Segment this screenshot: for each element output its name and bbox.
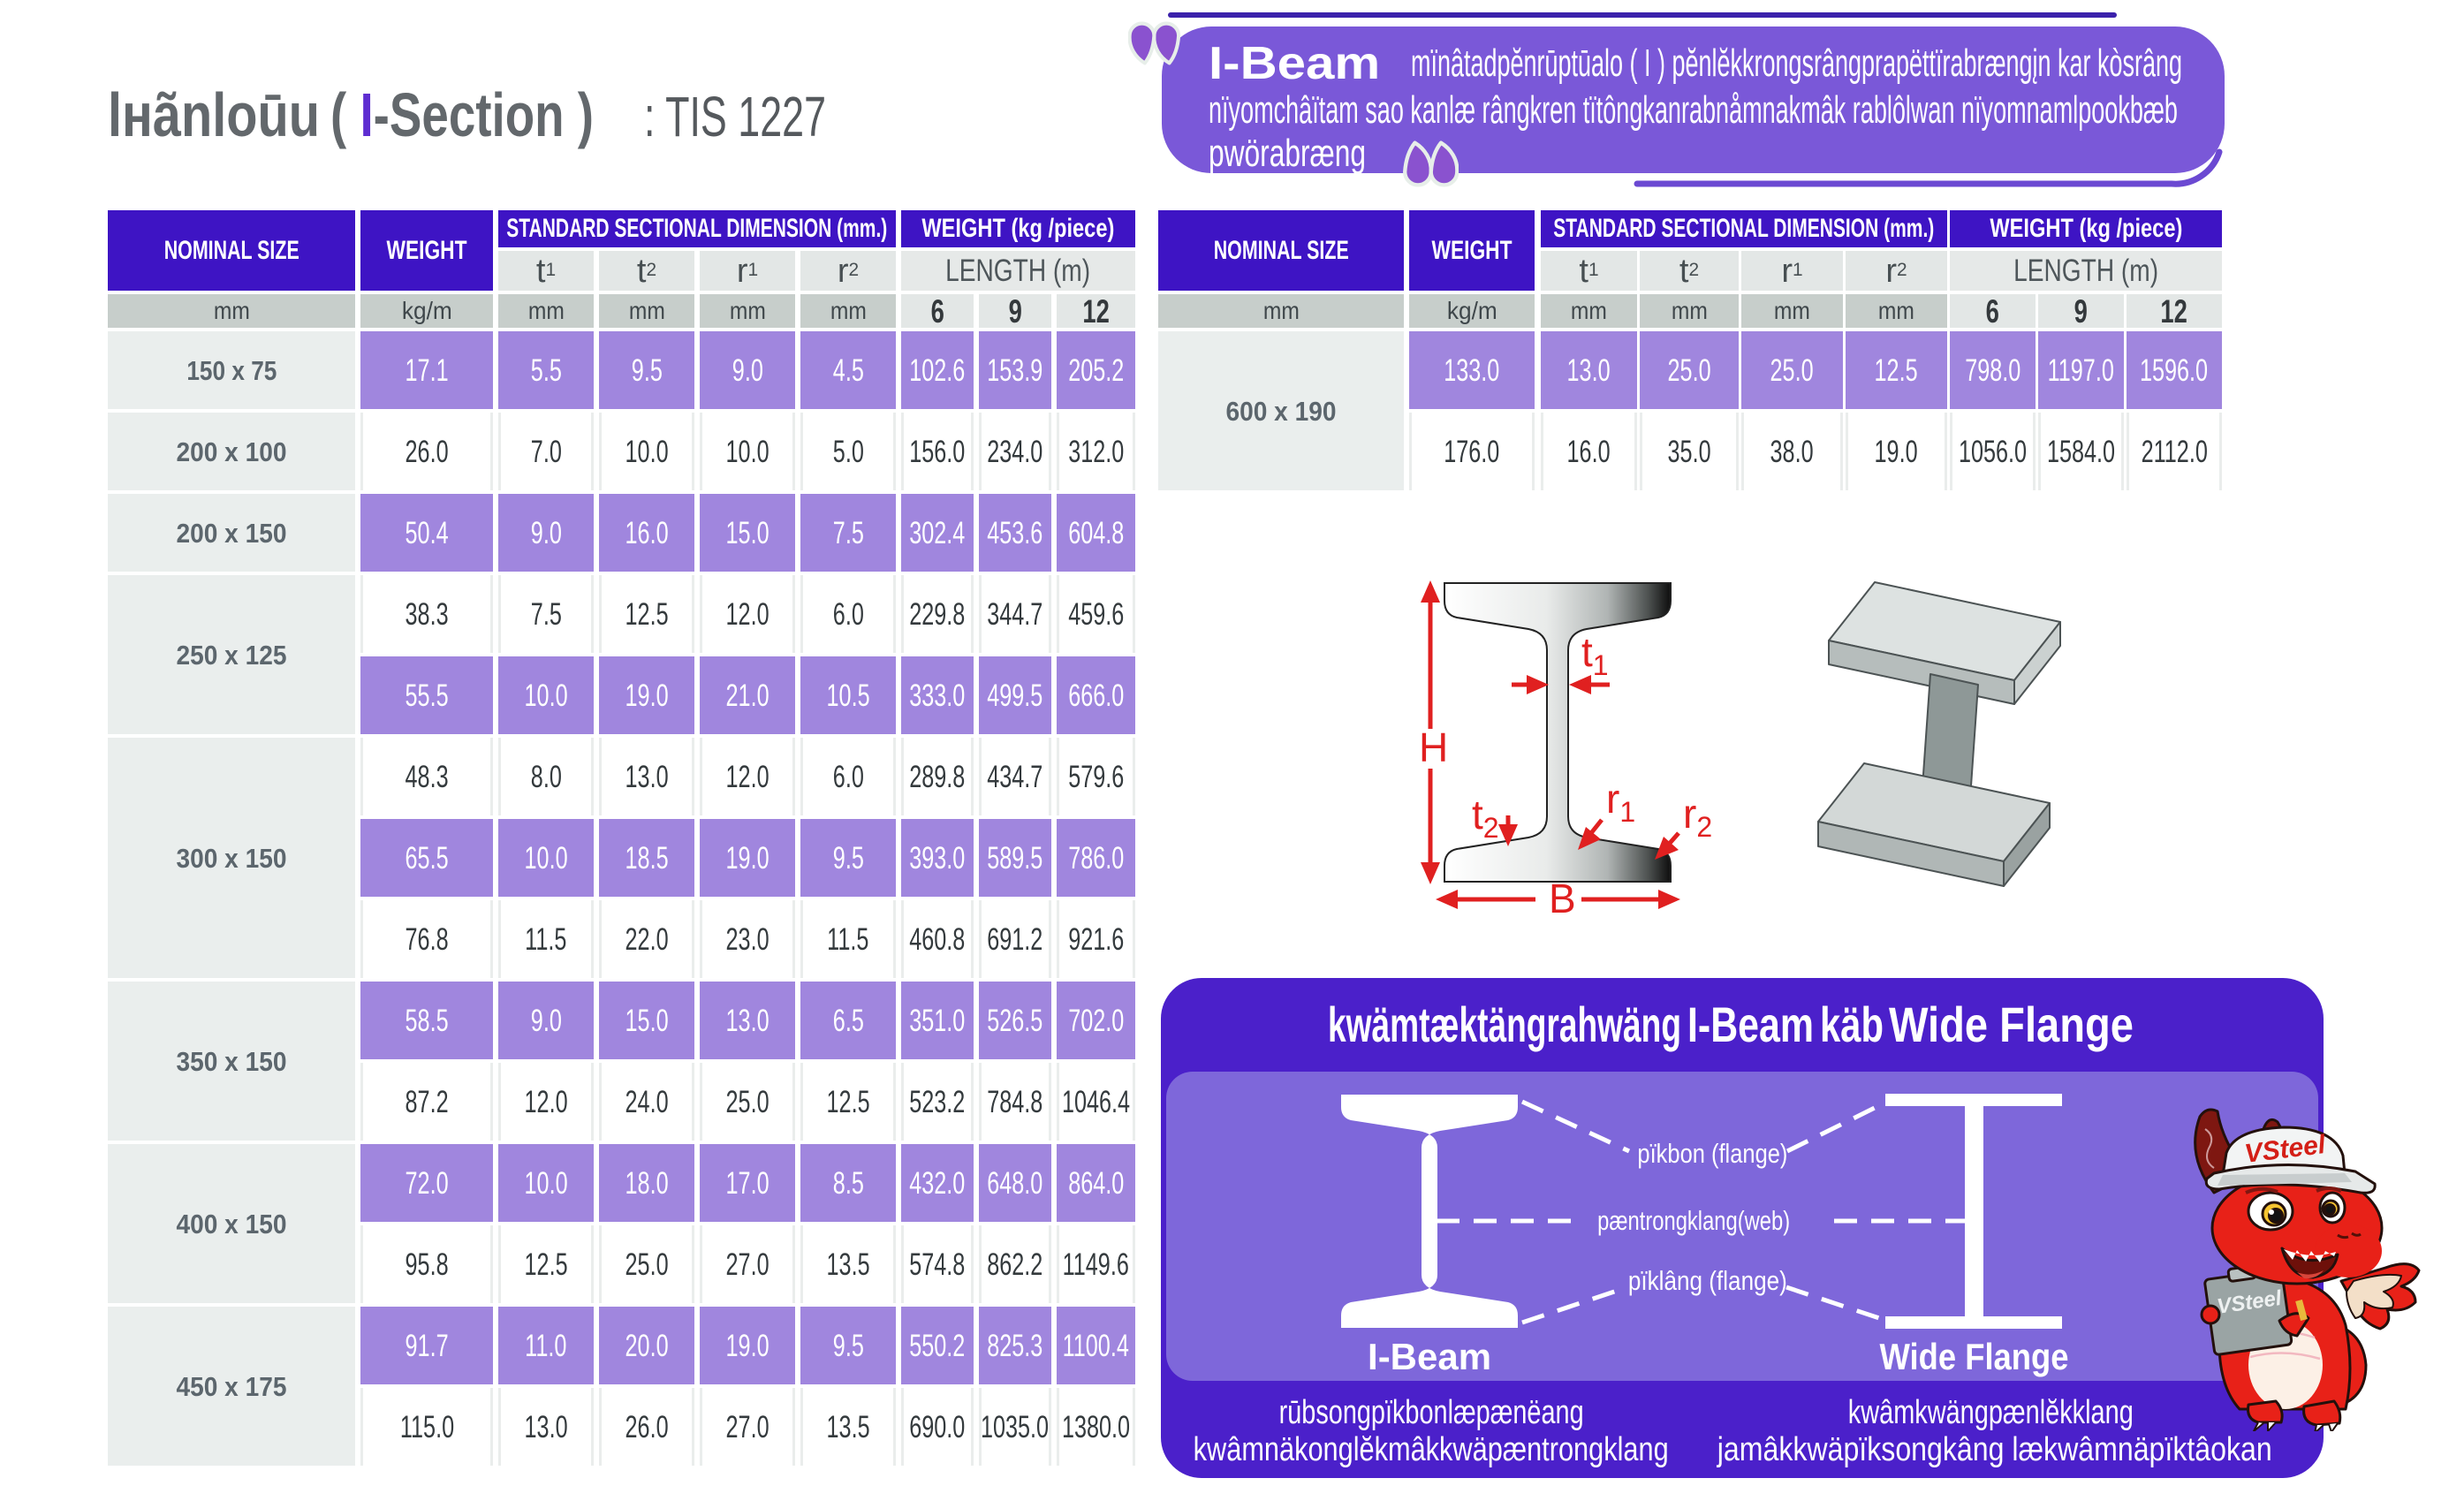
- svg-text:t1: t1: [1581, 629, 1609, 681]
- svg-text:r2: r2: [1683, 791, 1712, 843]
- svg-text:t2: t2: [1472, 792, 1499, 844]
- svg-text:B: B: [1549, 876, 1576, 921]
- svg-text:H: H: [1419, 724, 1448, 770]
- svg-text:r1: r1: [1606, 776, 1635, 828]
